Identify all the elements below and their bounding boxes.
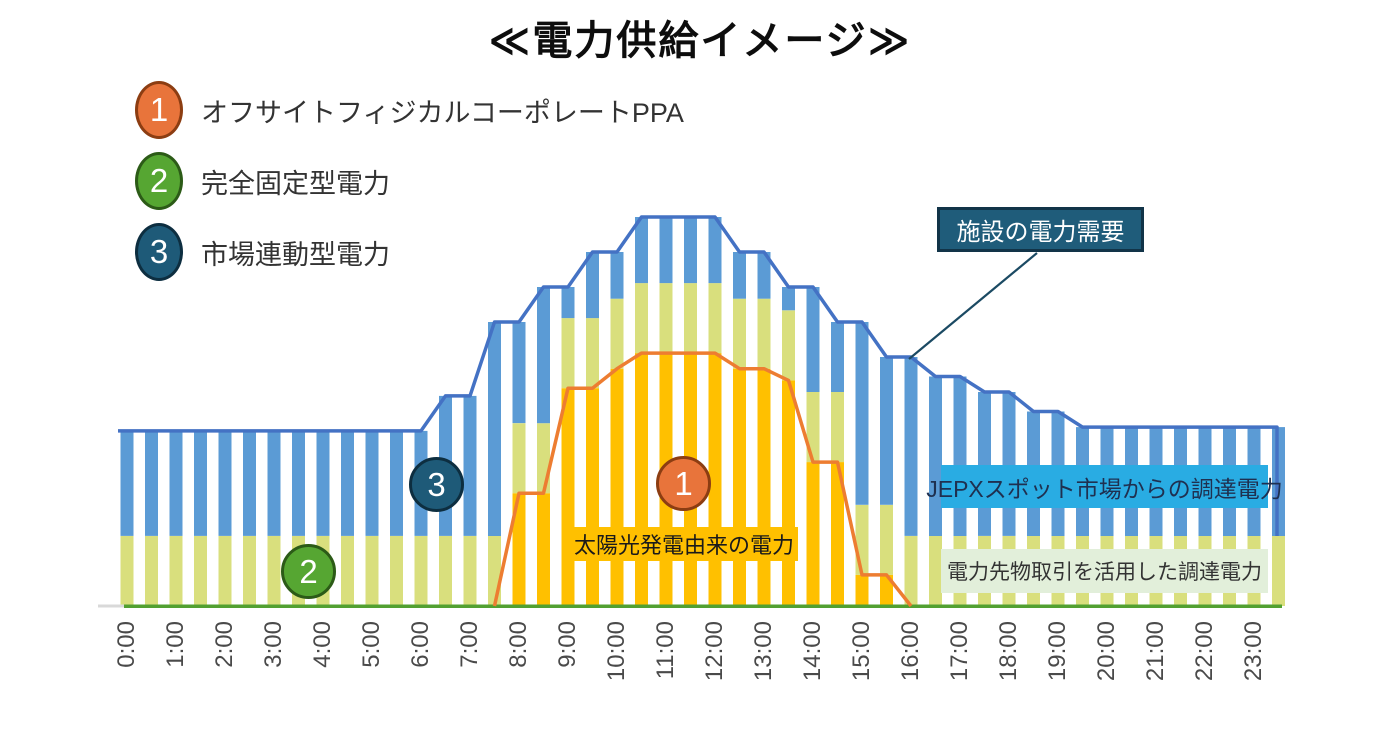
legend-item-ppa: 1 オフサイトフィジカルコーポレートPPA [135, 81, 684, 139]
demand-callout-box: 施設の電力需要 [937, 207, 1144, 252]
page-title: ≪電力供給イメージ≫ [488, 19, 912, 63]
legend-item-fixed: 2 完全固定型電力 [135, 152, 390, 210]
legend-label-market: 市場連動型電力 [201, 239, 390, 270]
demand-callout-leader [908, 252, 1038, 360]
legend-badge-3: 3 [135, 223, 183, 281]
legend-badge-2: 2 [135, 152, 183, 210]
chart-badge-2: 2 [281, 544, 336, 599]
demand-line [118, 215, 1279, 536]
jepx-area-label: JEPXスポット市場からの調達電力 [926, 465, 1283, 508]
legend-badge-1: 1 [135, 81, 183, 139]
solar-output-line [492, 351, 913, 608]
solar-area-label: 太陽光発電由来の電力 [570, 527, 798, 561]
chart-badge-1: 1 [656, 456, 711, 511]
chart-badge-3: 3 [409, 457, 464, 512]
legend-label-fixed: 完全固定型電力 [201, 168, 390, 199]
legend-label-ppa: オフサイトフィジカルコーポレートPPA [201, 97, 684, 128]
axis-stub [98, 604, 126, 608]
x-axis-line [124, 604, 1282, 608]
legend-item-market: 3 市場連動型電力 [135, 223, 390, 281]
futures-area-label: 電力先物取引を活用した調達電力 [941, 549, 1268, 593]
